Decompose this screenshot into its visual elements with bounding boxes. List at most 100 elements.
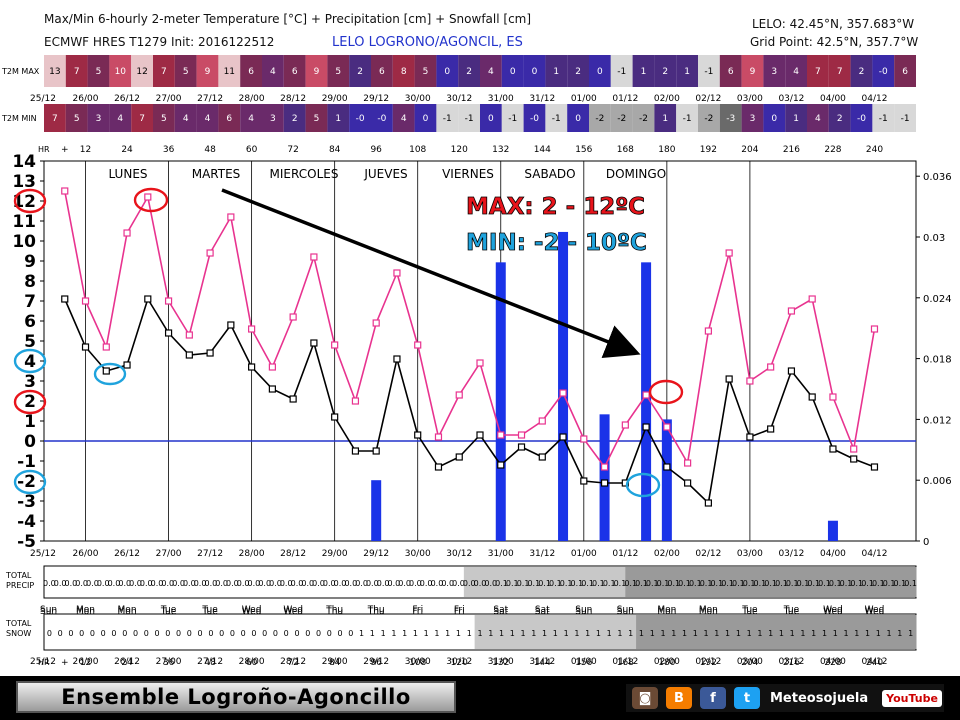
day-label-lower: Sun: [575, 605, 592, 615]
snow-row-shade: [571, 615, 583, 649]
snow-row-shade: [528, 615, 540, 649]
tmin-point: [497, 461, 505, 469]
tmin-point: [787, 367, 796, 375]
precip-row-value: 0.1: [538, 579, 551, 588]
date-label-bottom: 25/12: [30, 657, 56, 667]
precip-row-value: 0.1: [624, 579, 637, 588]
precip-row-shade: [862, 567, 874, 597]
precip-row-shade: [506, 567, 519, 597]
snow-row-value: 1: [424, 629, 429, 638]
tmax-strip-cell: [218, 55, 241, 87]
tmax-strip-cell: [698, 55, 720, 87]
day-label-lower: Wed: [823, 605, 843, 615]
hour-label-bottom: +: [61, 658, 69, 668]
blogger-icon[interactable]: B: [666, 687, 692, 709]
precip-row-value: 0.0: [334, 579, 347, 588]
tmax-point: [642, 391, 650, 399]
tmax-strip-cell: [371, 55, 393, 87]
tmin-strip-cell: [196, 104, 219, 132]
day-label-lower: Tue: [160, 605, 177, 615]
tmin-strip-value: -0: [857, 114, 866, 124]
tmax-strip-cell: [240, 55, 262, 87]
youtube-icon[interactable]: YouTube: [882, 689, 942, 707]
tmax-point: [289, 313, 297, 321]
hour-label-top: +: [61, 145, 69, 155]
tmin-strip-cell: [65, 104, 88, 132]
precip-row-value: 0.0: [291, 579, 304, 588]
y-tick-label: 4: [24, 352, 36, 372]
twitter-icon[interactable]: t: [734, 687, 760, 709]
hour-label-bottom: 156: [575, 658, 592, 668]
tmin-strip-value: 5: [314, 114, 320, 124]
tmin-strip-cell: [632, 104, 655, 132]
precip-row-shade: [560, 567, 573, 597]
day-label-lower: Sat: [493, 605, 508, 615]
precip-row-value: 0.1: [614, 579, 627, 588]
tmax-point: [185, 331, 193, 339]
date-label-bottom: 28/00: [239, 657, 265, 667]
precip-row-shade: [840, 567, 852, 597]
tmax-strip-value: 6: [728, 67, 734, 77]
tmax-point: [310, 253, 318, 261]
tmax-point: [767, 363, 775, 371]
snow-row-value: 0: [273, 629, 278, 638]
tmax-strip-cell: [305, 55, 328, 87]
precip-row-label: PRECIP: [6, 581, 34, 590]
precip-row-value: 0.0: [366, 579, 379, 588]
snow-row-value: 0: [305, 629, 310, 638]
tmax-point: [268, 363, 276, 371]
tmax-strip-value: 7: [161, 67, 167, 77]
hour-label-bottom: 48: [204, 658, 216, 668]
tmax-strip-value: 0: [597, 67, 603, 77]
snow-row-shade: [614, 615, 626, 649]
date-label-bottom: 03/00: [737, 657, 763, 667]
tmin-strip-value: 4: [117, 114, 123, 124]
hour-label-top: 48: [204, 145, 216, 155]
date-label-bottom: 30/00: [405, 657, 431, 667]
snow-row-value: 1: [521, 629, 526, 638]
tmax-strip-value: 4: [793, 67, 799, 77]
snow-row-value: 0: [154, 629, 159, 638]
tmin-strip-value: -1: [508, 114, 517, 124]
summary-min: MIN: -2 - 10ºC: [466, 230, 647, 256]
gridpoint-label: Grid Point: 42.5°N, 357.7°W: [750, 35, 919, 49]
precip-row-value: 0.1: [807, 579, 820, 588]
precip-row-shade: [786, 567, 799, 597]
precip-row-value: 0.0: [398, 579, 411, 588]
tmax-point: [144, 193, 152, 201]
tmin-strip-value: 1: [335, 114, 341, 124]
date-label-top: 04/12: [862, 94, 888, 104]
tmin-point: [829, 445, 837, 453]
hour-label-top: 168: [617, 145, 634, 155]
hour-label-top: 228: [824, 145, 841, 155]
tmin-strip-cell: [785, 104, 807, 132]
tmin-strip-cell: [240, 104, 262, 132]
tmin-strip-value: -2: [639, 114, 648, 124]
facebook-icon[interactable]: f: [700, 687, 726, 709]
precip-row-shade: [819, 567, 831, 597]
precip-row-value: 0.0: [204, 579, 217, 588]
tmin-strip-cell: [262, 104, 284, 132]
tmax-strip-cell: [807, 55, 829, 87]
date-label-top: 01/12: [612, 94, 638, 104]
tmax-strip-value: 2: [575, 67, 581, 77]
day-label-lower: Wed: [865, 605, 885, 615]
snow-row-value: 0: [208, 629, 213, 638]
snow-row-value: 1: [693, 629, 698, 638]
tmax-strip-value: 2: [357, 67, 363, 77]
tmin-strip-cell: [218, 104, 241, 132]
hour-label-bottom: 168: [617, 658, 634, 668]
tmin-strip-value: 1: [662, 114, 668, 124]
precip-row-shade: [657, 567, 669, 597]
date-label-mid: 01/00: [571, 549, 597, 559]
tmin-strip-value: 2: [837, 114, 843, 124]
tmin-strip-cell: [153, 104, 175, 132]
precip-row-value: 0.0: [75, 579, 88, 588]
precip-row-value: 0.0: [226, 579, 239, 588]
hour-label-top: 204: [741, 145, 758, 155]
tmin-strip-value: 5: [74, 114, 80, 124]
precip-bar: [371, 480, 382, 541]
tmax-strip-cell: [65, 55, 88, 87]
instagram-icon[interactable]: ◙: [632, 687, 658, 709]
date-label-top: 02/12: [695, 94, 721, 104]
